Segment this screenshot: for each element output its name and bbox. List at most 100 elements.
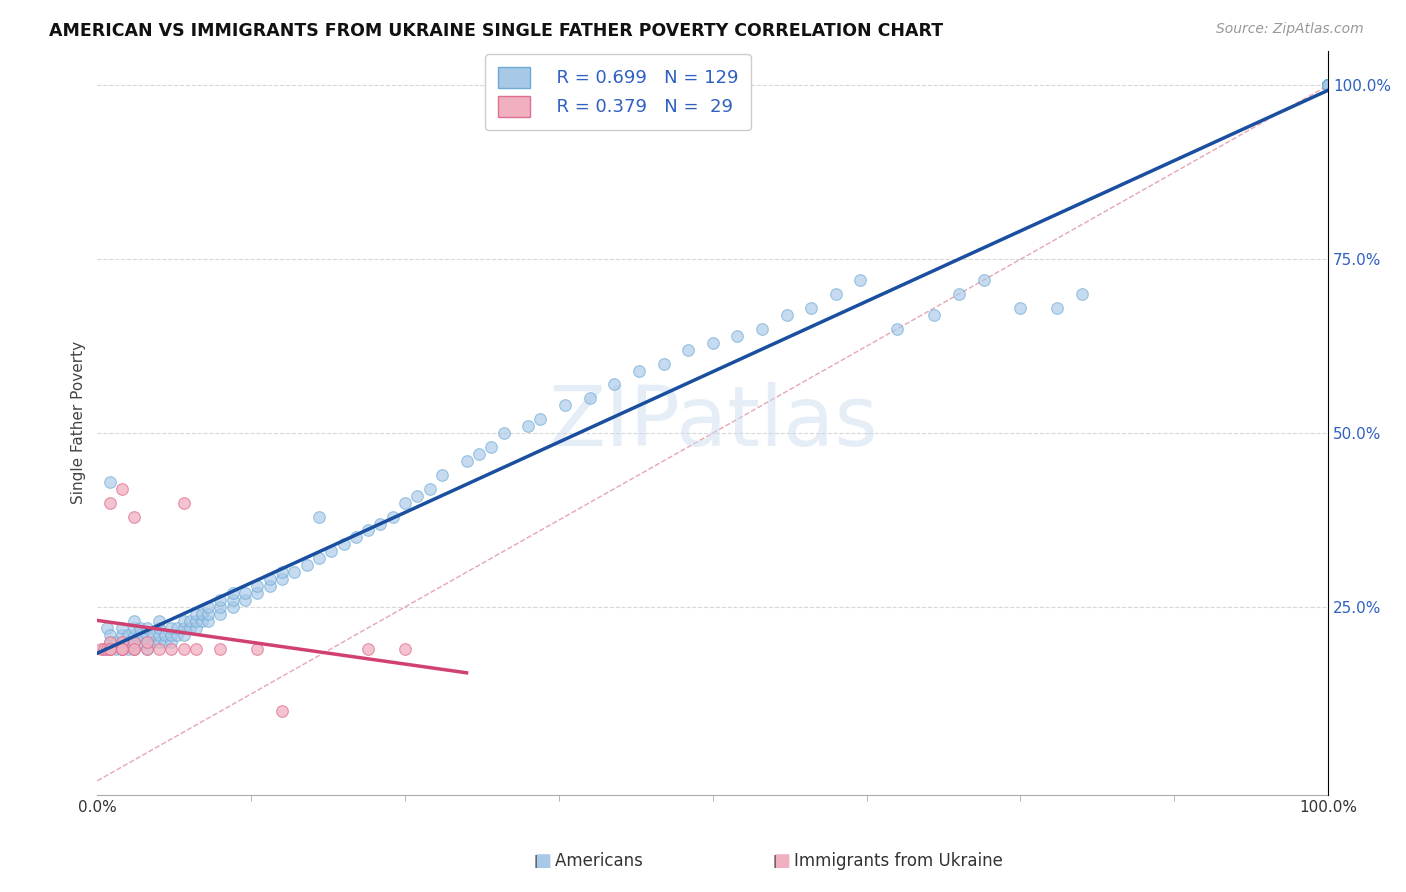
Point [153,628,176,642]
Point [111,634,134,648]
Text: AMERICAN VS IMMIGRANTS FROM UKRAINE SINGLE FATHER POVERTY CORRELATION CHART: AMERICAN VS IMMIGRANTS FROM UKRAINE SING… [49,22,943,40]
Point [135,641,157,656]
Point [135,641,157,656]
Point [357,641,380,656]
Point [430,467,453,482]
Point [179,614,201,628]
Point [166,621,188,635]
Point [104,634,127,648]
Point [344,530,367,544]
Point [271,565,294,579]
Point [148,614,170,628]
Point [98,641,121,656]
Point [111,641,134,656]
Point [259,579,281,593]
Point [98,641,121,656]
Point [652,357,675,371]
Point [184,614,207,628]
Point [124,628,146,642]
Point [948,287,970,301]
Point [394,496,416,510]
Point [173,641,195,656]
Point [295,558,318,573]
Point [129,634,152,648]
Point [406,489,429,503]
Point [124,641,146,656]
Text: ■ Immigrants from Ukraine: ■ Immigrants from Ukraine [773,852,1002,870]
Text: ZIPatlas: ZIPatlas [548,382,877,463]
Point [1317,78,1340,93]
Point [160,621,183,635]
Point [98,475,121,489]
Point [308,551,330,566]
Point [370,516,392,531]
Point [111,641,134,656]
Point [1317,78,1340,93]
Point [148,628,170,642]
Point [357,524,380,538]
Point [142,634,165,648]
Point [124,641,146,656]
Point [676,343,699,357]
Point [197,614,219,628]
Point [173,614,195,628]
Point [751,322,773,336]
Point [197,599,219,614]
Point [1317,78,1340,93]
Point [1317,78,1340,93]
Point [1317,78,1340,93]
Point [1317,78,1340,93]
Point [1317,78,1340,93]
Point [332,537,354,551]
Point [124,634,146,648]
Point [824,287,846,301]
Point [93,641,115,656]
Point [246,586,269,600]
Point [849,273,872,287]
Point [111,641,134,656]
Point [148,634,170,648]
Point [222,599,245,614]
Point [90,641,112,656]
Point [725,328,748,343]
Point [1046,301,1069,315]
Point [117,628,139,642]
Point [124,634,146,648]
Point [96,621,118,635]
Point [129,621,152,635]
Point [111,641,134,656]
Point [321,544,343,558]
Point [775,308,797,322]
Point [98,641,121,656]
Point [209,641,232,656]
Point [492,426,515,441]
Point [209,593,232,607]
Point [129,628,152,642]
Point [135,634,157,648]
Point [117,641,139,656]
Point [922,308,945,322]
Point [184,621,207,635]
Point [1317,78,1340,93]
Point [1317,78,1340,93]
Point [98,634,121,648]
Point [197,607,219,621]
Point [173,628,195,642]
Point [111,628,134,642]
Point [456,454,478,468]
Point [529,412,551,426]
Point [148,641,170,656]
Point [468,447,491,461]
Y-axis label: Single Father Poverty: Single Father Poverty [72,341,86,504]
Point [160,628,183,642]
Point [271,572,294,586]
Point [419,482,441,496]
Point [160,641,183,656]
Point [1010,301,1032,315]
Point [1317,78,1340,93]
Text: ■ Americans: ■ Americans [534,852,643,870]
Point [135,621,157,635]
Point [191,607,214,621]
Point [394,641,416,656]
Point [179,621,201,635]
